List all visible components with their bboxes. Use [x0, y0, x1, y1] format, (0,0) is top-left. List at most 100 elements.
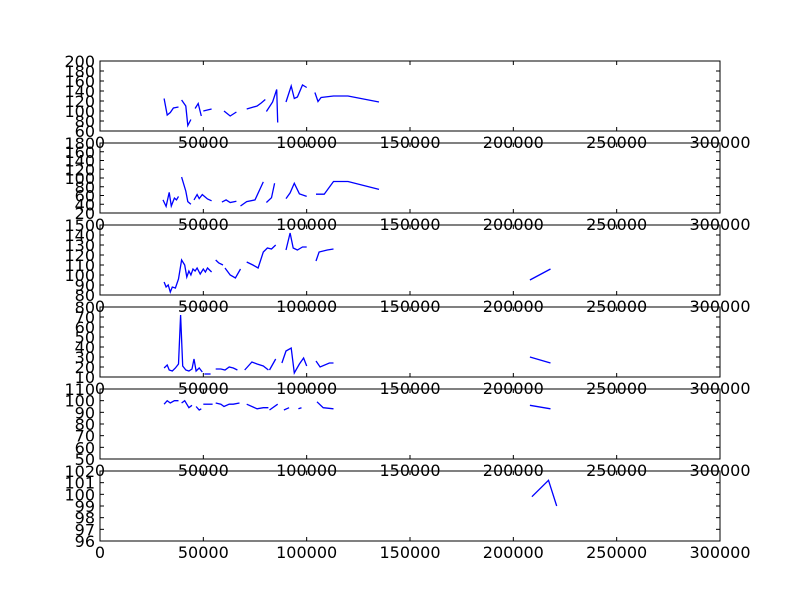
panel-5-ytick-label: 70	[75, 427, 95, 446]
panel-4-ytick-label: 10	[75, 368, 95, 387]
panel-5-series-segment-1	[163, 399, 179, 405]
panel-6-ytick-label: 96	[75, 532, 95, 551]
panel-1-series-segment-6	[246, 99, 266, 110]
panel-5-ytick-label: 110	[64, 380, 95, 399]
panel-2-series-segment-1	[162, 192, 180, 209]
panel-6-xtick-label: 100000	[276, 543, 337, 562]
panel-1-ytick-label: 60	[75, 122, 95, 141]
panel-1-series-segment-2	[181, 99, 192, 128]
panel-5-series-segment-7	[269, 403, 279, 411]
panel-1-series-segment-1	[163, 98, 179, 117]
panel-3-frame	[99, 224, 721, 296]
panel-3-series-segment-7	[529, 268, 551, 281]
panel-1-series-segment-5	[223, 110, 237, 117]
panel-4-ytick-label: 20	[75, 358, 95, 377]
panel-6-ytick-label: 101	[64, 474, 95, 493]
panel-5-series-segment-2	[181, 399, 193, 409]
panel-2-series-segment-3	[193, 193, 212, 202]
panel-3-series-segment-4	[246, 244, 277, 269]
panel-2-series-segment-4	[221, 199, 237, 204]
panel-4-ytick-label: 70	[75, 308, 95, 327]
panel-4-ytick-label: 30	[75, 348, 95, 367]
panel-1-series-segment-7	[265, 89, 279, 123]
panel-6-xtick-label: 0	[95, 543, 105, 562]
panel-2-series-segment-8	[316, 180, 380, 195]
panel-3-ytick-label: 80	[75, 286, 95, 305]
panel-4-series-segment-4	[244, 361, 269, 371]
panel-4-ytick-label: 40	[75, 338, 95, 357]
panel-1-frame	[99, 60, 721, 132]
panel-5-ytick-label: 90	[75, 403, 95, 422]
panel-6-ytick-label: 97	[75, 520, 95, 539]
panel-1-ytick-label: 120	[64, 92, 95, 111]
panel-6-ytick-label: 102	[64, 462, 95, 481]
panel-2-ytick-label: 40	[75, 195, 95, 214]
panel-6-xtick-label: 50000	[178, 543, 229, 562]
panel-1-series-segment-3	[194, 101, 202, 117]
panel-1-ytick-label: 180	[64, 62, 95, 81]
panel-1-series-segment-8	[285, 83, 308, 103]
panel-5-ytick-label: 50	[75, 450, 95, 469]
panel-5-series-segment-10	[316, 401, 334, 410]
panel-2-ytick-label: 60	[75, 187, 95, 206]
panel-4-ytick-label: 80	[75, 298, 95, 317]
panel-5-frame	[99, 388, 721, 460]
panel-5-series-segment-3	[195, 406, 202, 411]
panel-1-ytick-label: 140	[64, 82, 95, 101]
panel-4-ytick-label: 60	[75, 318, 95, 337]
panel-2-ytick-label: 80	[75, 178, 95, 197]
panel-5-series-segment-9	[298, 407, 302, 410]
panel-2-ytick-label: 20	[75, 204, 95, 223]
panel-5-ytick-label: 80	[75, 415, 95, 434]
panel-1-ytick-label: 160	[64, 72, 95, 91]
panel-2-ytick-label: 140	[64, 152, 95, 171]
panel-3-ytick-label: 90	[75, 276, 95, 295]
panel-4-series-segment-7	[315, 360, 334, 368]
panel-3-ytick-label: 120	[64, 246, 95, 265]
panel-6-xtick-label: 250000	[586, 543, 647, 562]
panel-5-series-segment-11	[529, 404, 551, 410]
panel-2-series-segment-2	[180, 176, 192, 205]
panel-3-series-segment-2	[215, 259, 224, 266]
panel-1-series-segment-9	[314, 92, 380, 103]
panel-2-ytick-label: 180	[64, 134, 95, 153]
panel-3-series-segment-3	[224, 267, 242, 279]
panel-3-ytick-label: 140	[64, 226, 95, 245]
panel-3-ytick-label: 150	[64, 216, 95, 235]
panel-2-frame	[99, 142, 721, 214]
panel-6-ytick-label: 98	[75, 509, 95, 528]
panel-4-series-segment-1	[163, 314, 203, 373]
panel-5-series-segment-6	[246, 403, 269, 410]
panel-6-xtick-label: 300000	[689, 543, 750, 562]
panel-3-series-segment-6	[315, 248, 334, 262]
panel-6-xtick-label: 200000	[483, 543, 544, 562]
panel-3-ytick-label: 130	[64, 236, 95, 255]
panel-2-ytick-label: 100	[64, 169, 95, 188]
panel-1-series-segment-4	[203, 108, 212, 112]
panel-1-ytick-label: 200	[64, 52, 95, 71]
panel-1-ytick-label: 80	[75, 112, 95, 131]
panel-2-ytick-label: 160	[64, 143, 95, 162]
panel-4-series-segment-6	[281, 346, 308, 376]
panel-4-series-segment-5	[268, 358, 277, 371]
panel-6-frame	[99, 470, 721, 542]
panel-6-ytick-label: 99	[75, 497, 95, 516]
panel-3-ytick-label: 100	[64, 266, 95, 285]
panel-5-series-segment-5	[215, 402, 240, 408]
panel-5-ytick-label: 100	[64, 392, 95, 411]
panel-2-ytick-label: 120	[64, 160, 95, 179]
panel-3-ytick-label: 110	[64, 256, 95, 275]
panel-2-series-segment-5	[240, 181, 264, 207]
panel-5-ytick-label: 60	[75, 438, 95, 457]
panel-2-series-segment-6	[265, 183, 276, 203]
panel-3-series-segment-1	[163, 258, 213, 294]
panel-4-series-segment-3	[215, 366, 238, 371]
panel-6-ytick-label: 100	[64, 485, 95, 504]
panel-2-series-segment-7	[285, 181, 307, 199]
panel-4-series-segment-8	[529, 356, 551, 364]
panel-5-series-segment-8	[283, 407, 290, 411]
panel-1-ytick-label: 100	[64, 102, 95, 121]
panel-6-series-segment-1	[531, 479, 558, 507]
panel-4-ytick-label: 50	[75, 328, 95, 347]
